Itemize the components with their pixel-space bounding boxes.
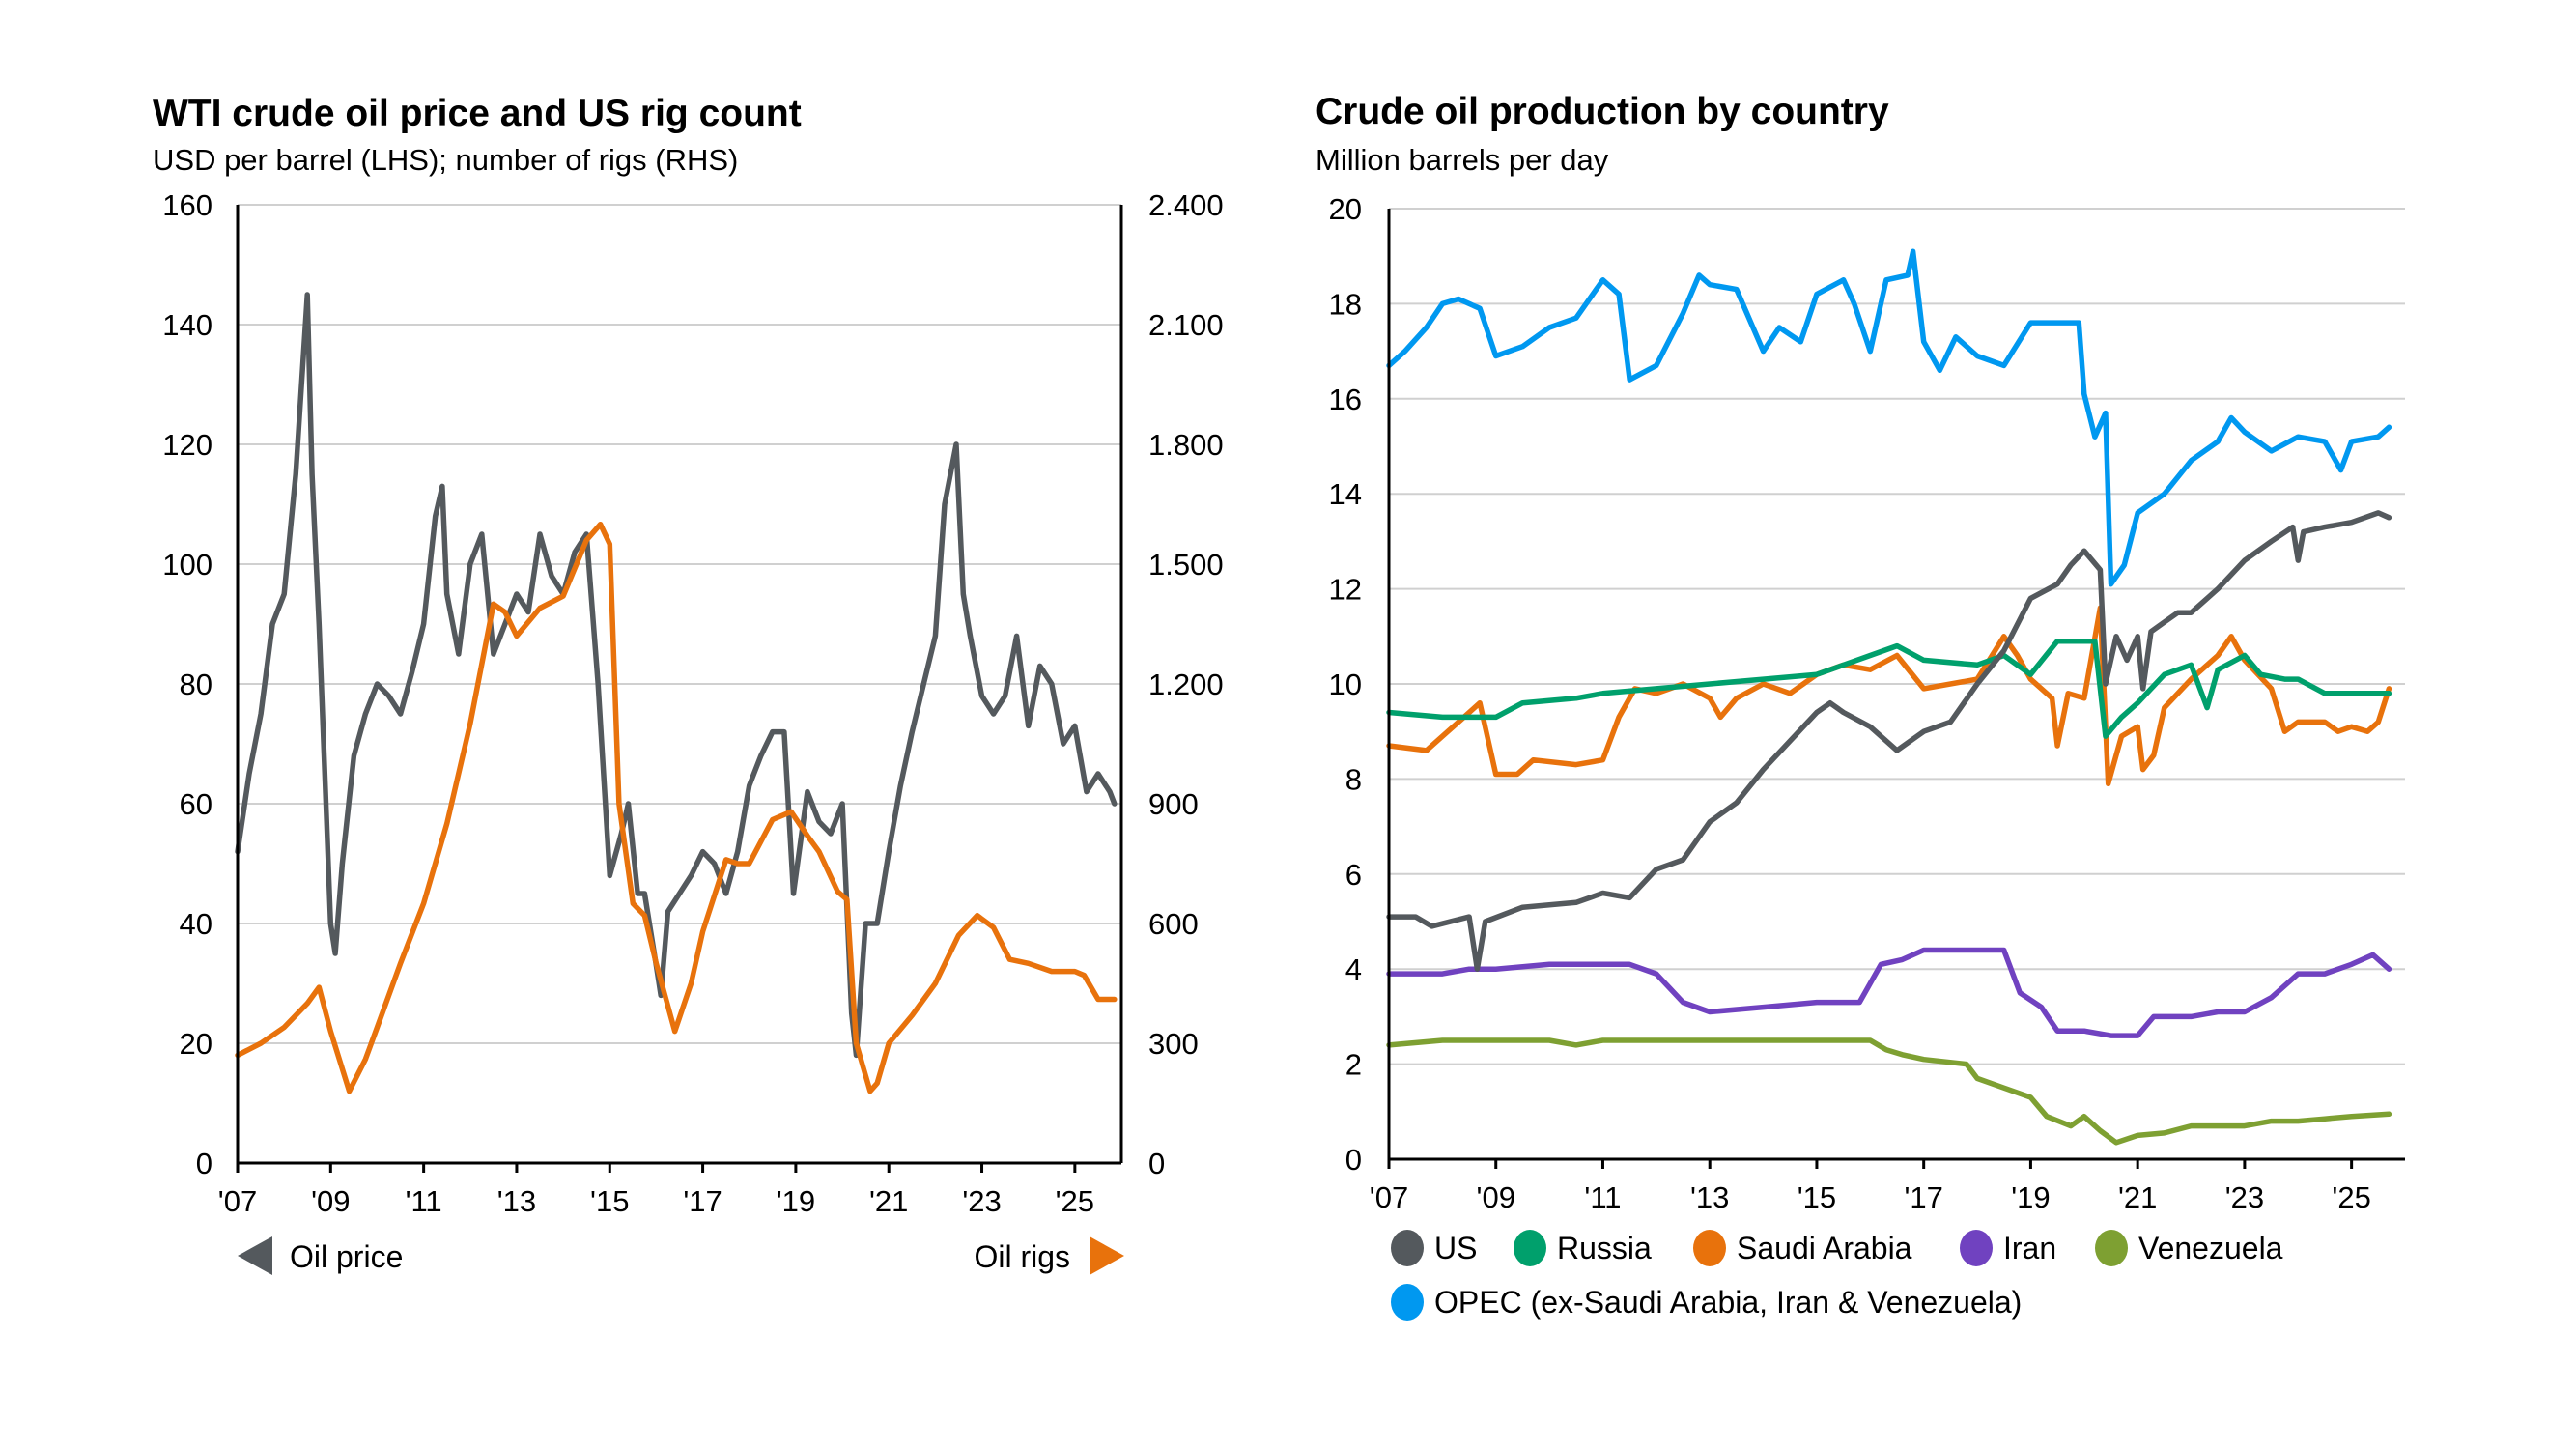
y-tick-label: 0 — [1345, 1143, 1362, 1177]
y-left-tick-label: 120 — [162, 428, 212, 462]
legend-marker-icon — [1693, 1230, 1726, 1266]
x-tick-label: '21 — [869, 1184, 908, 1218]
legend-label: US — [1434, 1231, 1477, 1265]
x-tick-label: '25 — [2332, 1180, 2370, 1214]
chart-subtitle: USD per barrel (LHS); number of rigs (RH… — [153, 143, 738, 177]
x-tick-label: '17 — [1904, 1180, 1942, 1214]
x-tick-label: '17 — [683, 1184, 722, 1218]
x-tick-label: '25 — [1056, 1184, 1094, 1218]
y-left-tick-label: 140 — [162, 308, 212, 342]
y-right-tick-label: 1.800 — [1148, 428, 1224, 462]
series-line-oil-rigs — [235, 521, 1118, 1094]
x-tick-label: '15 — [590, 1184, 629, 1218]
x-tick-label: '11 — [1584, 1180, 1621, 1214]
y-left-tick-label: 0 — [196, 1147, 212, 1180]
legend: Oil price Oil rigs — [238, 1236, 1124, 1275]
y-right-tick-label: 2.100 — [1148, 308, 1224, 342]
y-right-tick-label: 1.200 — [1148, 668, 1224, 701]
x-tick-label: '21 — [2118, 1180, 2157, 1214]
series-line-opec — [1386, 248, 2392, 587]
y-tick-label: 12 — [1329, 573, 1362, 607]
y-tick-label: 18 — [1329, 287, 1362, 321]
x-tick-label: '11 — [406, 1184, 442, 1218]
legend-marker-icon — [1514, 1230, 1546, 1266]
x-tick-label: '19 — [777, 1184, 815, 1218]
x-tick-label: '09 — [311, 1184, 350, 1218]
x-tick-label: '19 — [2011, 1180, 2050, 1214]
y-tick-label: 8 — [1345, 762, 1362, 796]
x-tick-label: '15 — [1798, 1180, 1836, 1214]
y-left-tick-label: 40 — [180, 907, 212, 941]
y-right-tick-label: 600 — [1148, 907, 1199, 941]
y-left-tick-label: 100 — [162, 548, 212, 582]
series-line-venezuela — [1386, 1037, 2392, 1146]
x-tick-label: '23 — [962, 1184, 1001, 1218]
legend-label: Russia — [1557, 1231, 1652, 1265]
y-tick-label: 20 — [1329, 192, 1362, 226]
x-tick-label: '13 — [1690, 1180, 1729, 1214]
series-line-oil-price — [235, 292, 1118, 1059]
y-right-tick-label: 1.500 — [1148, 548, 1224, 582]
legend-label: OPEC (ex-Saudi Arabia, Iran & Venezuela) — [1434, 1285, 2022, 1320]
legend-marker-icon — [1391, 1284, 1424, 1321]
x-tick-label: '13 — [497, 1184, 536, 1218]
y-tick-label: 10 — [1329, 668, 1362, 701]
left-arrow-icon — [238, 1236, 272, 1275]
y-left-tick-label: 80 — [180, 668, 212, 701]
wti-rig-chart: WTI crude oil price and US rig count USD… — [153, 93, 1224, 1275]
chart-title: WTI crude oil price and US rig count — [153, 93, 802, 134]
legend-oil-rigs: Oil rigs — [974, 1239, 1070, 1274]
x-tick-label: '09 — [1477, 1180, 1515, 1214]
legend-label: Venezuela — [2138, 1231, 2283, 1265]
y-tick-label: 16 — [1329, 383, 1362, 416]
y-left-tick-label: 20 — [180, 1027, 212, 1061]
series-line-iran — [1386, 947, 2392, 1038]
y-tick-label: 4 — [1345, 952, 1362, 986]
legend-label: Saudi Arabia — [1737, 1231, 1912, 1265]
legend-label: Iran — [2003, 1231, 2056, 1265]
y-right-tick-label: 0 — [1148, 1147, 1165, 1180]
series-line-russia — [1386, 638, 2392, 739]
legend-marker-icon — [2095, 1230, 2128, 1266]
legend: US Russia Saudi Arabia Iran Venezuela OPEC (e… — [1391, 1230, 2283, 1321]
right-arrow-icon — [1090, 1236, 1124, 1275]
legend-marker-icon — [1391, 1230, 1424, 1266]
series-line-us — [1386, 510, 2392, 972]
series-line-saudi-arabia — [1386, 605, 2392, 787]
y-right-tick-label: 2.400 — [1148, 188, 1224, 222]
y-left-tick-label: 60 — [180, 787, 212, 821]
x-tick-label: '07 — [1370, 1180, 1408, 1214]
production-chart: Crude oil production by country Million … — [1316, 91, 2405, 1321]
legend-oil-price: Oil price — [290, 1239, 403, 1274]
y-tick-label: 6 — [1345, 858, 1362, 892]
chart-subtitle: Million barrels per day — [1316, 143, 1609, 177]
y-tick-label: 14 — [1329, 477, 1362, 511]
chart-title: Crude oil production by country — [1316, 91, 1889, 132]
y-right-tick-label: 300 — [1148, 1027, 1199, 1061]
x-tick-label: '23 — [2225, 1180, 2264, 1214]
y-right-tick-label: 900 — [1148, 787, 1199, 821]
legend-marker-icon — [1960, 1230, 1993, 1266]
y-left-tick-label: 160 — [162, 188, 212, 222]
x-tick-label: '07 — [218, 1184, 257, 1218]
y-tick-label: 2 — [1345, 1048, 1362, 1082]
